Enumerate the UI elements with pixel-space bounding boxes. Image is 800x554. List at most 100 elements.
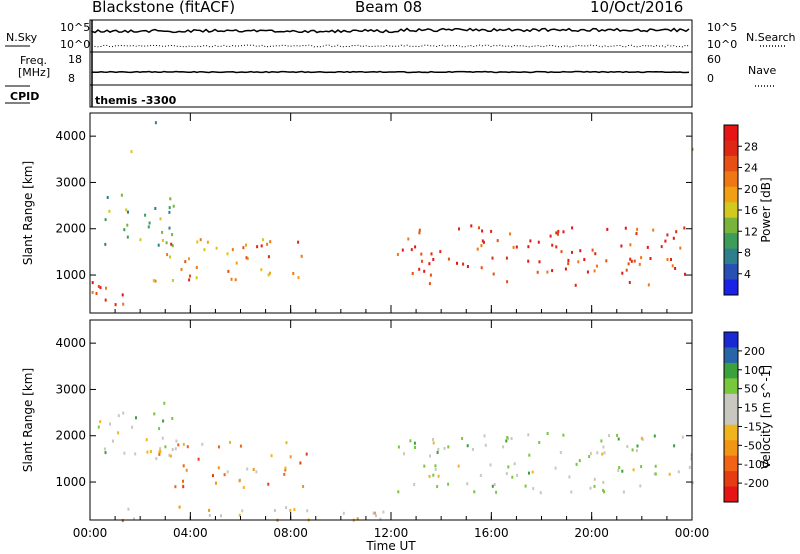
scatter-region-2 xyxy=(397,432,694,495)
cell xyxy=(270,454,273,458)
cell xyxy=(218,445,220,449)
cell xyxy=(567,258,570,262)
colorbar-label: Velocity [m s^-1] xyxy=(759,365,773,469)
cell xyxy=(108,209,111,213)
colorbar-tick-label: 100 xyxy=(744,364,765,377)
top-traces xyxy=(91,20,690,107)
cell xyxy=(158,452,161,456)
y-tick-label: 4000 xyxy=(55,129,86,143)
colorbar-tick-label: 20 xyxy=(744,183,758,196)
cell xyxy=(241,509,244,513)
cell xyxy=(491,484,494,488)
cell xyxy=(471,448,474,451)
cell xyxy=(105,286,107,290)
cell xyxy=(430,252,433,256)
cell xyxy=(153,412,156,416)
cell xyxy=(289,455,292,459)
colorbar-swatch xyxy=(724,140,738,157)
station-title: Blackstone (fitACF) xyxy=(92,0,236,16)
cell xyxy=(603,451,606,455)
colorbar-swatch xyxy=(724,233,738,250)
cell xyxy=(382,510,385,514)
cell xyxy=(484,443,487,447)
colorbar-tick-label: 8 xyxy=(744,247,751,260)
scatter-region-3 xyxy=(152,238,303,283)
cell xyxy=(148,221,151,225)
cell xyxy=(458,227,460,231)
cell xyxy=(174,447,177,451)
cell xyxy=(562,230,565,234)
nsky-tick-bottom: 10^0 xyxy=(60,38,91,51)
nave-tick-top: 60 xyxy=(707,53,721,66)
colorbar-tick-label: -50 xyxy=(744,439,762,452)
cell xyxy=(505,256,508,260)
cell xyxy=(434,464,437,468)
cell xyxy=(666,258,669,261)
cell xyxy=(161,239,164,242)
cell xyxy=(679,246,682,250)
cell xyxy=(515,245,518,249)
cell xyxy=(567,262,570,266)
cell xyxy=(260,268,263,272)
cell xyxy=(509,232,512,236)
cell xyxy=(654,464,657,468)
cell xyxy=(182,479,184,483)
cell xyxy=(466,482,469,486)
cell xyxy=(490,229,493,233)
cell xyxy=(283,472,286,476)
velocity-panel-frame xyxy=(89,319,693,521)
cell xyxy=(162,419,165,423)
cell xyxy=(496,239,499,243)
x-axis-label: Time UT xyxy=(365,539,416,553)
cell xyxy=(629,243,632,247)
cell xyxy=(168,453,171,457)
cell xyxy=(489,463,492,467)
x-tick-label: 04:00 xyxy=(173,526,208,540)
cell xyxy=(638,262,641,266)
y-tick-label: 4000 xyxy=(55,336,86,350)
cell xyxy=(208,508,211,512)
cell xyxy=(302,485,305,488)
colorbar-swatch xyxy=(724,217,738,234)
cell xyxy=(185,468,188,472)
cell xyxy=(495,490,498,494)
cell xyxy=(418,267,421,271)
cell xyxy=(652,228,655,232)
cell xyxy=(602,488,605,492)
cell xyxy=(418,228,421,232)
cell xyxy=(476,247,479,251)
cell xyxy=(171,244,174,248)
colorbar-tick-label: 24 xyxy=(744,162,758,175)
cell xyxy=(575,462,578,466)
cell xyxy=(601,452,604,456)
cell xyxy=(538,260,541,264)
cell xyxy=(126,223,129,227)
cell xyxy=(640,465,643,469)
cell xyxy=(532,487,535,491)
nsky-label: N.Sky xyxy=(6,31,38,44)
colorbar-tick-label: 4 xyxy=(744,268,751,281)
cell xyxy=(593,477,596,481)
cell xyxy=(617,468,620,472)
cell xyxy=(161,436,164,440)
cell xyxy=(675,230,678,234)
nave-label: Nave xyxy=(748,64,777,77)
cell xyxy=(481,239,484,243)
cell xyxy=(617,437,620,441)
cell xyxy=(571,226,574,230)
colorbar-swatch xyxy=(724,125,738,141)
cell xyxy=(516,473,519,477)
cell xyxy=(396,253,399,256)
cpid-panel-frame xyxy=(89,84,693,108)
cell xyxy=(171,417,174,420)
cell xyxy=(235,261,238,265)
cell xyxy=(620,244,623,248)
cell xyxy=(668,472,671,476)
cell xyxy=(123,451,126,455)
cell xyxy=(269,271,271,275)
power-panel-frame xyxy=(89,112,693,314)
cell xyxy=(524,484,527,488)
nsky-trace xyxy=(91,27,690,34)
cell xyxy=(238,479,241,483)
cell xyxy=(171,448,174,451)
